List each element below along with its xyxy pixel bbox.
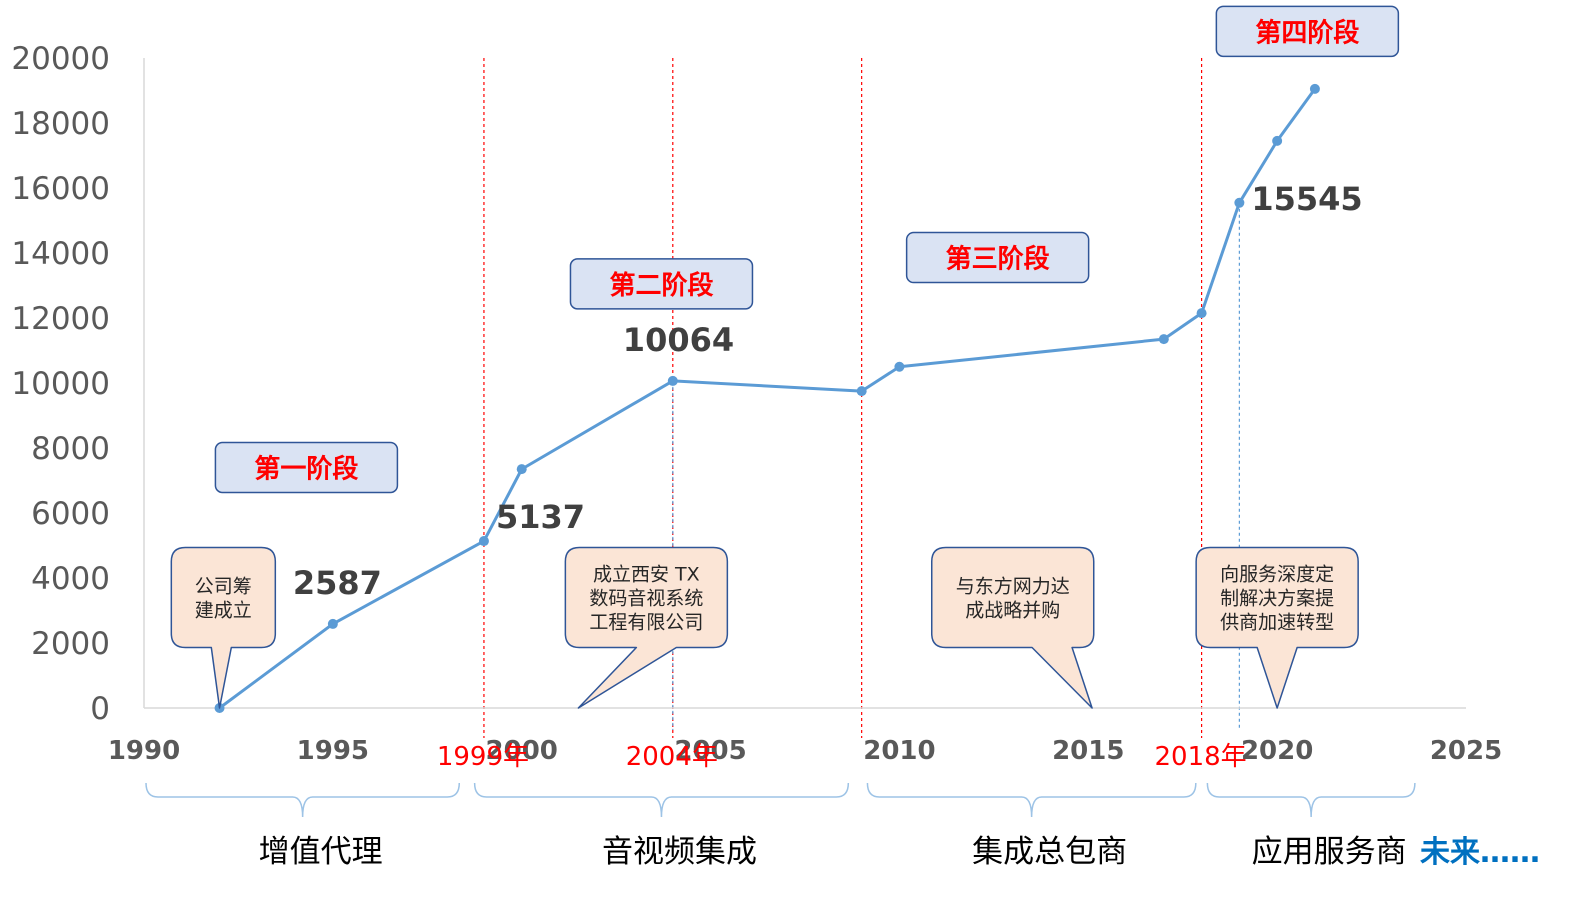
x-tick-label: 1990	[108, 736, 180, 766]
y-tick-label: 6000	[31, 496, 110, 532]
era-braces-layer: 增值代理 音视频集成 集成总包商 应用服务商 未来……	[145, 782, 1540, 870]
y-tick-label: 8000	[31, 431, 110, 467]
series-line	[218, 87, 1317, 710]
data-point	[1272, 135, 1283, 146]
data-point	[1196, 308, 1207, 319]
x-tick-label: 2025	[1430, 736, 1502, 766]
era-label: 增值代理	[259, 834, 383, 870]
phase-label: 第三阶段	[946, 244, 1050, 275]
data-point	[856, 386, 867, 397]
phase-label: 第一阶段	[254, 454, 358, 485]
callout-text: 供商加速转型	[1220, 612, 1334, 634]
era-label: 应用服务商	[1252, 834, 1407, 870]
data-label: 15545	[1251, 180, 1362, 218]
phase-box	[1215, 5, 1400, 58]
callout-text: 成立西安 TX	[593, 564, 700, 586]
callout-bubble	[930, 546, 1095, 709]
data-point	[478, 536, 489, 547]
x-tick-label: 2020	[1241, 736, 1313, 766]
callout-text: 公司筹	[195, 576, 252, 598]
y-tick-label: 0	[90, 691, 110, 727]
data-label: 5137	[496, 498, 585, 536]
milestone-tick-label: 1999年	[437, 742, 529, 772]
data-point	[1309, 83, 1320, 94]
data-labels-layer: 2587 5137 10064 15545	[293, 180, 1363, 602]
callout-bubble	[564, 546, 729, 709]
milestone-tick-label: 2004年	[626, 742, 718, 772]
x-tick-label: 2000	[486, 736, 558, 766]
era-brace	[145, 782, 461, 818]
y-tick-label: 20000	[11, 41, 110, 77]
era-label: 音视频集成	[602, 834, 757, 870]
x-tick-label: 2015	[1052, 736, 1124, 766]
callout-bubble	[170, 546, 277, 709]
data-point	[1234, 197, 1245, 208]
axes-layer: 0 2000 4000 6000 8000 10000 12000 14000 16000 180…	[11, 41, 1502, 772]
phase-box	[569, 258, 754, 310]
series-layer	[214, 83, 1320, 713]
x-tick-label: 1995	[297, 736, 369, 766]
callout-text: 与东方网力达	[956, 576, 1070, 598]
callout-text: 制解决方案提	[1220, 588, 1334, 610]
y-tick-label: 18000	[11, 106, 110, 142]
phase-label: 第四阶段	[1255, 17, 1359, 48]
phase-box	[905, 231, 1090, 284]
data-point	[327, 618, 338, 629]
callout-text: 工程有限公司	[589, 612, 703, 634]
x-tick-label: 2010	[863, 736, 935, 766]
data-point	[516, 464, 527, 475]
era-brace	[473, 782, 850, 818]
x-tick-label: 2005	[674, 736, 746, 766]
callout-text: 数码音视系统	[589, 588, 703, 610]
phase-label: 第二阶段	[609, 270, 713, 301]
era-brace	[866, 782, 1197, 818]
data-point	[667, 375, 678, 386]
y-tick-label: 2000	[31, 626, 110, 662]
y-tick-label: 4000	[31, 561, 110, 597]
callout-text: 向服务深度定	[1220, 564, 1334, 586]
phase-boxes-layer: 第一阶段 第二阶段 第三阶段 第四阶段	[214, 5, 1400, 494]
phase-box	[214, 441, 399, 494]
milestone-tick-label: 2018年	[1155, 742, 1247, 772]
data-label: 10064	[623, 321, 734, 359]
future-label: 未来……	[1420, 835, 1540, 870]
era-label: 集成总包商	[972, 834, 1127, 870]
era-brace	[1206, 782, 1416, 818]
data-point	[1158, 334, 1169, 345]
y-tick-label: 10000	[11, 366, 110, 402]
callout-text: 建成立	[195, 600, 252, 622]
data-point	[894, 361, 905, 372]
y-tick-label: 12000	[11, 301, 110, 337]
callout-text: 成战略并购	[965, 600, 1060, 622]
y-tick-label: 16000	[11, 171, 110, 207]
callout-bubble	[1195, 546, 1359, 709]
data-label: 2587	[293, 564, 382, 602]
y-tick-label: 14000	[11, 236, 110, 272]
